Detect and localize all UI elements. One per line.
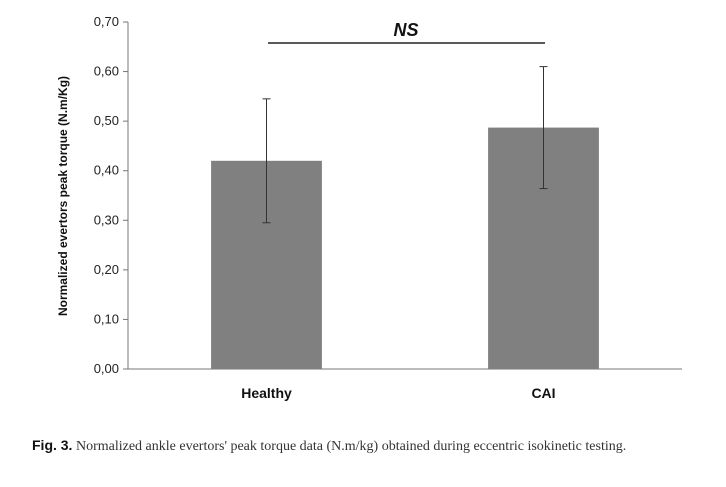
y-tick-label: 0,00 — [94, 361, 119, 376]
caption-label: Fig. 3. — [32, 437, 73, 453]
y-tick-label: 0,30 — [94, 212, 119, 227]
y-tick-label: 0,10 — [94, 311, 119, 326]
caption-text: Normalized ankle evertors' peak torque d… — [75, 439, 627, 454]
category-labels: Healthy CAI — [241, 385, 555, 401]
figure-caption: Fig. 3. Normalized ankle evertors' peak … — [32, 436, 712, 456]
y-tick-label: 0,60 — [94, 64, 119, 79]
significance-label: NS — [393, 20, 418, 40]
y-tick-label: 0,20 — [94, 262, 119, 277]
bars — [211, 127, 599, 369]
y-tick-label: 0,40 — [94, 163, 119, 178]
category-label: Healthy — [241, 385, 292, 401]
category-label: CAI — [531, 385, 555, 401]
y-tick-label: 0,70 — [94, 14, 119, 29]
y-tick-label: 0,50 — [94, 113, 119, 128]
y-axis-label: Normalized evertors peak torque (N.m/Kg) — [56, 76, 70, 316]
error-bars — [262, 66, 548, 224]
y-axis-ticks: 0,00 0,10 0,20 0,30 0,40 0,50 0,60 0,70 — [94, 14, 128, 376]
bar-chart: Normalized evertors peak torque (N.m/Kg)… — [56, 14, 682, 401]
